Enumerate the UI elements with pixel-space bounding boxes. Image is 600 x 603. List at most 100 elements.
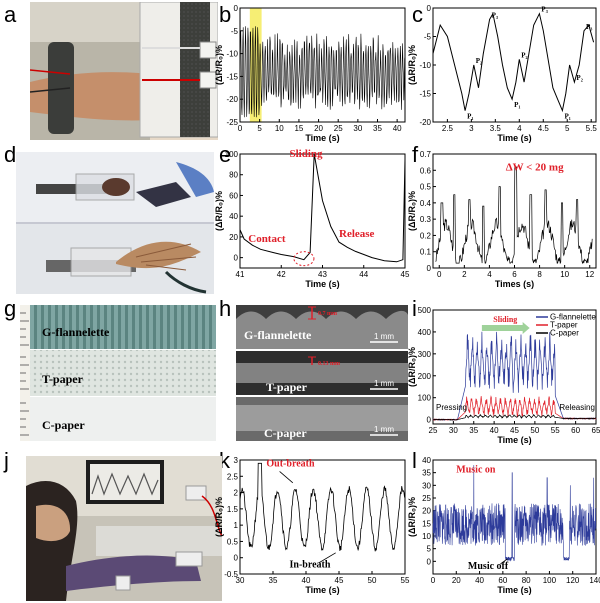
photo-feather-test	[16, 152, 214, 294]
xtick-label-l-7: 140	[589, 576, 600, 585]
ytick-label-f-7: 0.7	[420, 150, 432, 159]
h-label-cpaper: C-paper	[264, 426, 307, 440]
xtick-label-k-4: 50	[368, 576, 377, 585]
ylabel-l: (ΔR/R₀)%	[407, 497, 417, 537]
peak-label-c-0: P₁	[467, 113, 473, 121]
xtick-label-i-5: 50	[530, 426, 539, 435]
ytick-label-f-5: 0.5	[420, 183, 432, 192]
ytick-label-k-5: 2	[234, 489, 239, 498]
plot-frame-l	[432, 459, 597, 575]
sliding-arrow-i	[481, 322, 530, 334]
series-line-c	[432, 12, 595, 113]
i-annot-sliding: Sliding	[493, 315, 517, 324]
ytick-label-e-0: 0	[234, 254, 239, 263]
l-annot-on: Music on	[456, 465, 496, 476]
xtick-label-k-0: 30	[236, 576, 245, 585]
axes-i: 25 30 35 40 45 50 55 60 65 0 100 200 300 400 500 Time (…	[407, 306, 600, 445]
panel-label-e: e	[219, 142, 232, 167]
i-annot-releasing: Releasing	[559, 403, 595, 412]
xtick-label-c-1: 3	[469, 124, 474, 133]
xtick-label-i-4: 45	[510, 426, 519, 435]
ytick-label-c-0: 0	[427, 4, 432, 13]
peak-label-c-1: P₂	[476, 57, 482, 65]
xlabel-f: Times (s)	[495, 279, 534, 289]
ytick-label-e-4: 80	[229, 171, 238, 180]
ytick-label-l-2: 10	[422, 532, 431, 541]
xlabel-b: Time (s)	[305, 133, 339, 143]
ytick-label-b-1: -5	[231, 27, 239, 36]
axes-k: 30 35 40 45 50 55 -0.5 0 0.5 1 1.5 2 2.5 3 Time (s) (ΔR…	[214, 456, 410, 595]
h-label-flannelette: G-flannelette	[244, 328, 312, 342]
xtick-label-f-5: 10	[560, 270, 569, 279]
xtick-label-b-3: 15	[294, 124, 303, 133]
series-line-k	[239, 462, 406, 552]
peak-label-c-5: P₃	[541, 6, 547, 14]
legend-label-i-1: T-paper	[550, 321, 578, 330]
peak-label-c-6: P₁	[564, 113, 570, 121]
panel-label-h: h	[219, 296, 232, 321]
legend-label-i-0: G-flannelette	[550, 313, 596, 322]
ytick-label-k-7: 3	[234, 456, 239, 465]
peak-label-c-3: P₁	[514, 101, 520, 109]
plot-frame-k	[239, 459, 406, 575]
ytick-label-l-1: 5	[427, 545, 432, 554]
ytick-label-f-2: 0.2	[420, 231, 432, 240]
series-line-i-2	[432, 413, 597, 421]
xtick-label-i-2: 35	[469, 426, 478, 435]
ylabel-f: (ΔR/R₀)%	[407, 191, 417, 231]
peak-label-c-8: P₃	[586, 23, 592, 31]
xtick-label-c-0: 2.5	[442, 124, 454, 133]
xtick-label-f-0: 0	[437, 270, 442, 279]
xtick-label-e-4: 45	[401, 270, 410, 279]
xtick-label-b-8: 40	[393, 124, 402, 133]
ytick-label-k-2: 0.5	[227, 537, 239, 546]
xtick-label-i-6: 55	[551, 426, 560, 435]
ytick-label-l-5: 25	[422, 494, 431, 503]
xtick-label-k-5: 55	[401, 576, 410, 585]
peak-label-c-7: P₂	[576, 74, 582, 82]
xtick-label-k-2: 40	[302, 576, 311, 585]
ytick-label-c-3: -15	[419, 90, 431, 99]
xtick-label-i-0: 25	[429, 426, 438, 435]
ytick-label-f-6: 0.6	[420, 166, 432, 175]
xtick-label-l-5: 100	[543, 576, 557, 585]
e-annot-contact: Contact	[248, 233, 286, 245]
xtick-label-l-0: 0	[431, 576, 436, 585]
l-arrow-off	[500, 558, 508, 565]
axes-e: 41 42 43 44 45 0 20 40 60 80 100 Time (s) (ΔR/R₀)%	[214, 150, 410, 289]
xtick-label-c-6: 5.5	[586, 124, 598, 133]
ytick-label-e-3: 60	[229, 191, 238, 200]
ytick-label-i-5: 500	[418, 306, 432, 315]
xlabel-e: Time (s)	[305, 279, 339, 289]
photo-breathing-test	[26, 456, 222, 601]
f-annot-weight: ΔW < 20 mg	[506, 161, 564, 173]
l-annot-off: Music off	[468, 561, 509, 572]
panel-label-d: d	[4, 142, 17, 167]
ytick-label-l-0: 0	[427, 557, 432, 566]
fabric-illustration: G-flannelette T-paper C-paper	[20, 305, 216, 441]
peak-label-c-4: P₂	[521, 51, 527, 59]
g-label-tpaper: T-paper	[42, 372, 84, 386]
ytick-label-k-0: -0.5	[224, 570, 238, 579]
xtick-label-l-3: 60	[498, 576, 507, 585]
ytick-label-e-1: 20	[229, 233, 238, 242]
xtick-label-k-3: 45	[335, 576, 344, 585]
xtick-label-b-7: 35	[373, 124, 382, 133]
ytick-label-b-2: -10	[226, 50, 238, 59]
panel-label-l: l	[412, 448, 417, 473]
xtick-label-f-2: 4	[487, 270, 492, 279]
xtick-label-e-3: 44	[359, 270, 368, 279]
xtick-label-e-1: 42	[277, 270, 286, 279]
ytick-label-i-0: 0	[427, 416, 432, 425]
contact-circle-e	[293, 251, 315, 267]
photo-wrist-sensor	[30, 2, 218, 140]
xlabel-c: Time (s)	[497, 133, 531, 143]
panel-label-f: f	[412, 142, 419, 167]
xtick-label-e-2: 43	[318, 270, 327, 279]
panel-label-i: i	[412, 296, 417, 321]
ytick-label-k-3: 1	[234, 521, 239, 530]
xtick-label-i-3: 40	[490, 426, 499, 435]
